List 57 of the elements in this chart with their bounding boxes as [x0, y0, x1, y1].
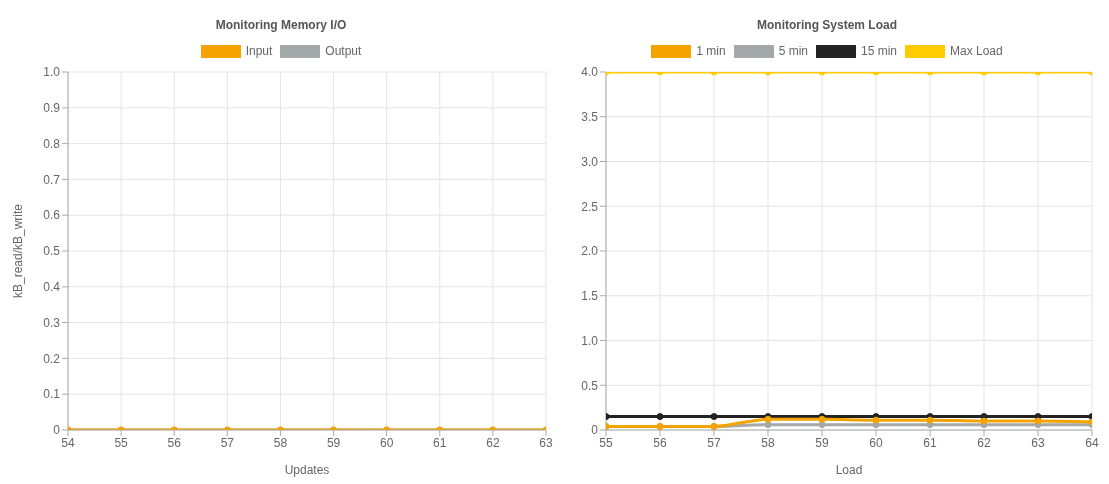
- y-tick-label: 0.1: [43, 387, 61, 402]
- x-tick-label: 59: [815, 435, 829, 450]
- y-tick-label: 0.5: [43, 244, 61, 259]
- x-tick-label: 61: [433, 435, 447, 450]
- x-axis-title: Updates: [284, 463, 330, 477]
- legend-label: Max Load: [950, 44, 1003, 58]
- point: [710, 413, 718, 421]
- chart-title: Monitoring System Load: [756, 17, 898, 34]
- legend-label: Input: [245, 44, 273, 58]
- y-tick-label: 1.0: [43, 65, 61, 80]
- x-tick-label: 56: [653, 435, 667, 450]
- y-tick-label: 0.7: [43, 172, 61, 187]
- y-axis-title: kB_read/kB_write: [11, 203, 26, 299]
- x-axis-title: Load: [835, 463, 863, 477]
- y-tick-label: 3.0: [581, 154, 599, 169]
- legend-label: 15 min: [860, 44, 897, 58]
- point: [1034, 417, 1042, 425]
- point: [764, 421, 772, 429]
- x-tick-label: 56: [167, 435, 182, 450]
- point: [980, 417, 988, 425]
- x-tick-label: 62: [977, 435, 991, 450]
- x-tick-label: 60: [379, 435, 394, 450]
- x-tick-label: 63: [1031, 435, 1045, 450]
- legend-label: 1 min: [696, 44, 726, 58]
- y-tick-label: 0.4: [43, 280, 61, 295]
- x-tick-label: 58: [273, 435, 288, 450]
- y-tick-label: 0.3: [43, 315, 61, 330]
- y-tick-label: 0.2: [43, 351, 61, 366]
- x-tick-label: 63: [539, 435, 553, 450]
- y-tick-label: 0.8: [43, 136, 61, 151]
- point: [656, 413, 664, 421]
- y-tick-label: 1.5: [581, 289, 599, 304]
- x-tick-label: 54: [61, 435, 75, 450]
- x-tick-label: 62: [486, 435, 500, 450]
- x-tick-label: 59: [326, 435, 341, 450]
- x-tick-label: 64: [1085, 435, 1099, 450]
- y-tick-label: 4.0: [581, 65, 599, 80]
- point: [818, 421, 826, 429]
- y-tick-label: 0: [53, 423, 61, 438]
- y-tick-label: 2.5: [581, 199, 599, 214]
- y-tick-label: 0.5: [581, 378, 599, 393]
- x-tick-label: 57: [220, 435, 235, 450]
- y-tick-label: 0: [591, 423, 599, 438]
- x-tick-label: 57: [707, 435, 721, 450]
- legend-label: Output: [325, 44, 362, 58]
- y-tick-label: 3.5: [581, 110, 599, 125]
- x-tick-label: 55: [114, 435, 129, 450]
- x-tick-label: 60: [869, 435, 883, 450]
- legend-label: 5 min: [778, 44, 808, 58]
- y-tick-label: 2.0: [581, 244, 599, 259]
- x-tick-label: 55: [599, 435, 613, 450]
- x-tick-label: 61: [923, 435, 937, 450]
- y-tick-label: 1.0: [581, 333, 599, 348]
- chart-title: Monitoring Memory I/O: [214, 17, 348, 34]
- x-tick-label: 58: [761, 435, 775, 450]
- y-tick-label: 0.9: [43, 101, 61, 116]
- y-tick-label: 0.6: [43, 208, 61, 223]
